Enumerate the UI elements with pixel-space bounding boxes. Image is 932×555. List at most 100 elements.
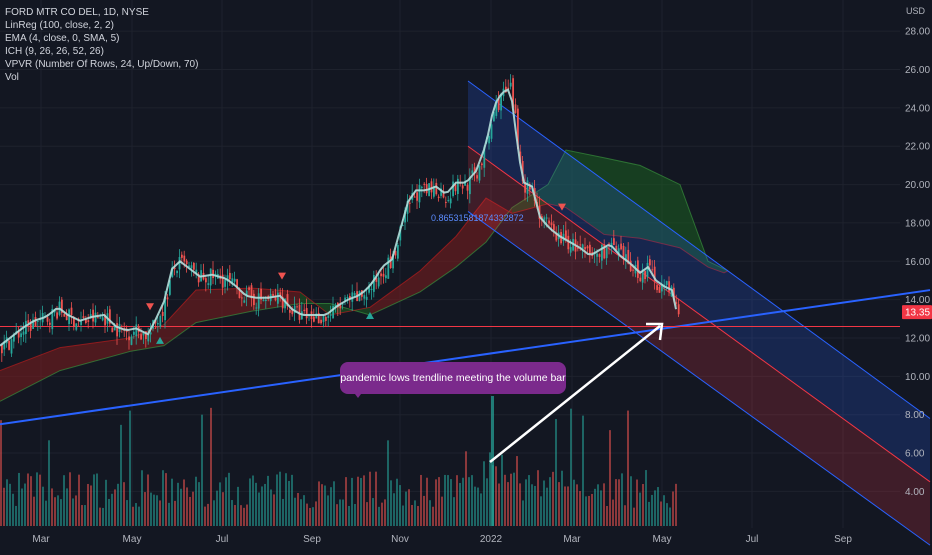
volume-bar xyxy=(186,487,188,526)
volume-bar xyxy=(456,475,458,526)
volume-bar xyxy=(321,484,323,526)
candle-body xyxy=(145,331,147,340)
volume-bar xyxy=(516,456,518,526)
volume-bar xyxy=(228,472,230,526)
cloud-segment xyxy=(640,165,680,248)
cloud-segment xyxy=(370,270,420,315)
candle-body xyxy=(284,298,286,309)
volume-bar xyxy=(204,506,206,526)
volume-bar xyxy=(345,477,347,526)
volume-bar xyxy=(138,506,140,526)
volume-bar xyxy=(408,489,410,526)
candle-body xyxy=(603,244,606,259)
volume-bar xyxy=(351,477,353,526)
x-tick-label: Sep xyxy=(834,534,852,545)
candle-body xyxy=(32,319,34,329)
candle-body xyxy=(75,323,78,330)
volume-bar xyxy=(339,499,341,526)
y-tick-label: 22.00 xyxy=(905,142,930,153)
candle-body xyxy=(483,146,486,168)
volume-bar xyxy=(495,466,497,526)
candle-body xyxy=(334,304,337,308)
y-tick-label: 10.00 xyxy=(905,372,930,383)
volume-bar xyxy=(9,483,11,526)
candle-body xyxy=(627,249,630,264)
volume-bar xyxy=(498,483,500,526)
buy-marker xyxy=(156,336,164,344)
candle-body xyxy=(661,284,663,292)
volume-bar xyxy=(33,496,35,526)
volume-bar xyxy=(588,495,590,526)
volume-bar xyxy=(348,505,350,526)
legend-ema[interactable]: EMA (4, close, 0, SMA, 5) xyxy=(5,33,120,44)
candle-body xyxy=(3,341,6,350)
volume-bar xyxy=(600,490,602,526)
volume-bar xyxy=(483,461,485,526)
annotation-arrow xyxy=(489,325,661,463)
legend-volume[interactable]: Vol xyxy=(5,72,19,83)
volume-bar xyxy=(666,503,668,526)
candle-body xyxy=(610,242,613,248)
legend-linreg[interactable]: LinReg (100, close, 2, 2) xyxy=(5,20,114,31)
volume-bar xyxy=(555,419,557,526)
candle-body xyxy=(565,230,567,239)
volume-bar xyxy=(357,476,359,526)
volume-bar xyxy=(486,478,488,526)
y-tick-label: 6.00 xyxy=(905,449,925,460)
volume-bar xyxy=(621,473,623,526)
legend-title[interactable]: FORD MTR CO DEL, 1D, NYSE xyxy=(5,7,149,18)
volume-bar xyxy=(399,485,401,526)
volume-bar xyxy=(570,408,572,526)
channel-lower-line xyxy=(467,211,931,546)
volume-bar xyxy=(489,452,491,526)
volume-bar xyxy=(372,498,374,526)
candle-body xyxy=(507,87,510,89)
volume-bar xyxy=(231,500,233,526)
candle-body xyxy=(394,251,397,256)
volume-bar xyxy=(411,504,413,526)
volume-bar xyxy=(543,480,545,526)
volume-bar xyxy=(318,481,320,526)
candle-body xyxy=(317,312,320,324)
candle-body xyxy=(471,170,474,174)
cloud-segment xyxy=(164,290,196,346)
candle-body xyxy=(245,290,248,298)
candle-body xyxy=(92,309,94,322)
annotation-callout[interactable]: pandemic lows trendline meeting the volu… xyxy=(340,362,566,394)
volume-bar xyxy=(246,504,248,526)
candle-body xyxy=(509,82,512,87)
candle-body xyxy=(665,281,668,285)
volume-bar xyxy=(162,470,164,526)
volume-bar xyxy=(132,506,134,526)
candle-body xyxy=(548,220,550,224)
candle-body xyxy=(397,244,399,259)
volume-bar xyxy=(342,499,344,526)
cloud-segment xyxy=(0,347,60,402)
volume-bar xyxy=(645,470,647,526)
volume-bar xyxy=(309,507,311,526)
candle-body xyxy=(85,318,87,324)
candle-body xyxy=(205,278,207,283)
volume-bar xyxy=(30,476,32,526)
volume-bar xyxy=(447,475,449,526)
cloud-segment xyxy=(604,157,640,239)
candle-body xyxy=(589,244,591,254)
legend-ichimoku[interactable]: ICH (9, 26, 26, 52, 26) xyxy=(5,46,104,57)
candle-body xyxy=(197,274,200,283)
volume-bar xyxy=(330,487,332,526)
legend-vpvr[interactable]: VPVR (Number Of Rows, 24, Up/Down, 70) xyxy=(5,59,199,70)
volume-bar xyxy=(126,500,128,526)
drawing-lines-layer[interactable] xyxy=(0,289,931,463)
volume-bar xyxy=(171,478,173,526)
candle-body xyxy=(478,165,481,181)
volume-bar xyxy=(243,507,245,526)
candle-body xyxy=(46,317,49,322)
ema-line xyxy=(0,88,677,347)
candle-body xyxy=(440,188,442,196)
volume-bar xyxy=(156,495,158,526)
volume-bar xyxy=(6,479,8,526)
volume-bar xyxy=(237,486,239,526)
candle-body xyxy=(409,202,411,204)
candle-body xyxy=(49,322,51,325)
